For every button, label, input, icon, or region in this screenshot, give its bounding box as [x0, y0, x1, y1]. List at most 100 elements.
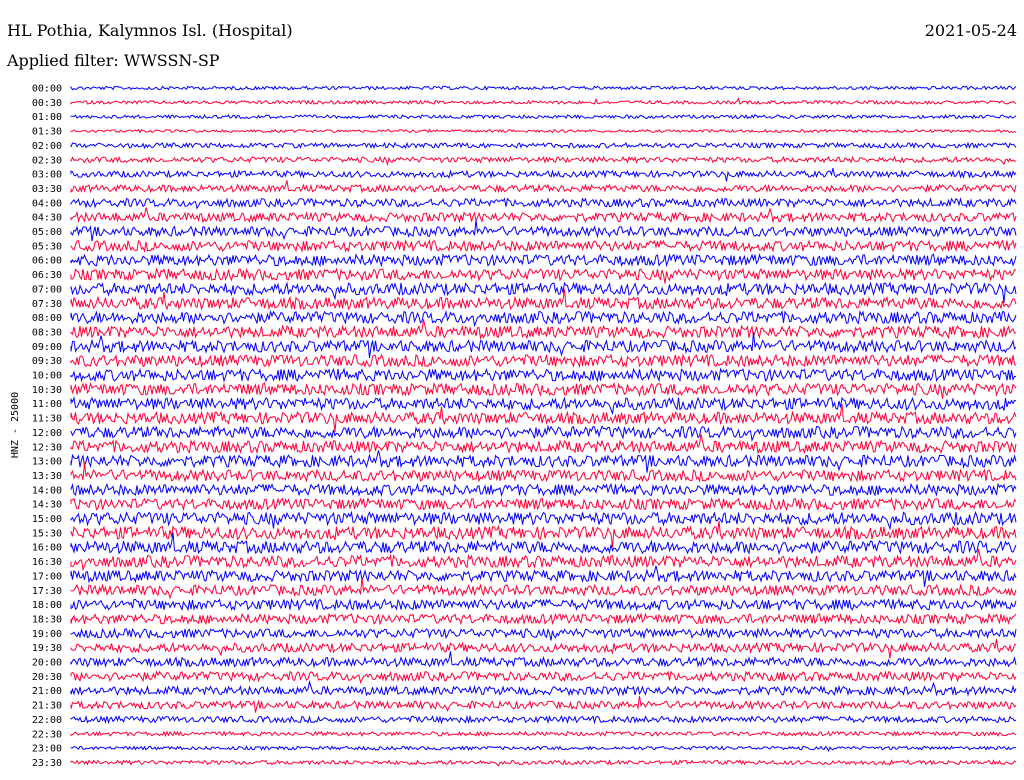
time-tick-label: 23:00 [32, 744, 62, 755]
trace-line [70, 319, 1017, 340]
time-tick-label: 13:30 [32, 471, 62, 482]
trace-line [70, 381, 1017, 399]
trace-line [70, 482, 1017, 498]
time-tick-label: 07:00 [32, 284, 62, 295]
time-tick-label: 15:00 [32, 514, 62, 525]
trace-line [70, 434, 1017, 455]
time-tick-label: 14:00 [32, 485, 62, 496]
time-tick-label: 22:30 [32, 729, 62, 740]
trace-line [70, 510, 1017, 531]
trace-line [70, 627, 1017, 641]
time-tick-label: 21:00 [32, 686, 62, 697]
time-tick-label: 18:00 [32, 600, 62, 611]
time-tick-label: 19:30 [32, 643, 62, 654]
time-tick-label: 00:00 [32, 84, 62, 95]
trace-line [70, 612, 1017, 626]
trace-line [70, 353, 1017, 369]
station-title: HL Pothia, Kalymnos Isl. (Hospital) [7, 21, 293, 40]
time-tick-label: 01:30 [32, 127, 62, 138]
trace-line [70, 520, 1017, 548]
trace-line [70, 577, 1017, 600]
trace-line [70, 128, 1017, 134]
time-tick-label: 18:30 [32, 614, 62, 625]
time-tick-label: 17:00 [32, 571, 62, 582]
time-tick-label: 08:00 [32, 313, 62, 324]
trace-line [70, 450, 1017, 473]
time-tick-label: 13:00 [32, 457, 62, 468]
time-tick-label: 06:30 [32, 270, 62, 281]
trace-line [70, 404, 1017, 433]
filter-label: Applied filter: WWSSN-SP [7, 51, 220, 70]
trace-line [70, 565, 1017, 587]
time-tick-label: 19:00 [32, 629, 62, 640]
time-tick-label: 14:30 [32, 500, 62, 511]
trace-line [70, 496, 1017, 512]
time-tick-label: 08:30 [32, 327, 62, 338]
trace-line [70, 97, 1017, 106]
time-tick-label: 04:00 [32, 198, 62, 209]
time-tick-label: 17:30 [32, 586, 62, 597]
time-tick-label: 11:00 [32, 399, 62, 410]
trace-line [70, 114, 1017, 120]
trace-line [70, 424, 1017, 443]
trace-line [70, 207, 1017, 224]
trace-line [70, 167, 1017, 182]
trace-line [70, 638, 1017, 659]
trace-line [70, 714, 1017, 725]
time-tick-label: 09:30 [32, 356, 62, 367]
trace-line [70, 670, 1017, 684]
trace-line [70, 289, 1017, 311]
trace-line [70, 267, 1017, 284]
date-label: 2021-05-24 [924, 21, 1017, 40]
trace-line [70, 85, 1017, 91]
time-tick-label: 20:00 [32, 658, 62, 669]
time-tick-label: 06:00 [32, 256, 62, 267]
time-tick-label: 07:30 [32, 299, 62, 310]
time-tick-label: 12:30 [32, 442, 62, 453]
trace-line [70, 651, 1017, 669]
time-tick-label: 11:30 [32, 414, 62, 425]
trace-line [70, 197, 1017, 210]
trace-line [70, 155, 1017, 166]
y-axis-label: HNZ - 25000 [10, 392, 21, 458]
trace-line [70, 180, 1017, 194]
time-tick-label: 03:30 [32, 184, 62, 195]
time-tick-label: 16:30 [32, 557, 62, 568]
time-tick-label: 10:30 [32, 385, 62, 396]
time-tick-label: 00:30 [32, 98, 62, 109]
trace-line [70, 597, 1017, 612]
trace-line [70, 281, 1017, 303]
time-tick-label: 01:00 [32, 112, 62, 123]
trace-line [70, 141, 1017, 150]
trace-line [70, 745, 1017, 752]
time-tick-label: 09:00 [32, 342, 62, 353]
time-tick-label: 15:30 [32, 528, 62, 539]
time-tick-label: 05:30 [32, 241, 62, 252]
trace-line [70, 548, 1017, 572]
time-tick-label: 23:30 [32, 758, 62, 769]
trace-line [70, 253, 1017, 268]
trace-line [70, 332, 1017, 358]
trace-line [70, 679, 1017, 697]
time-tick-label: 02:00 [32, 141, 62, 152]
time-tick-label: 22:00 [32, 715, 62, 726]
time-tick-label: 05:00 [32, 227, 62, 238]
time-tick-label: 21:30 [32, 701, 62, 712]
trace-line [70, 532, 1017, 555]
trace-line [70, 695, 1017, 713]
time-tick-label: 12:00 [32, 428, 62, 439]
time-tick-label: 03:00 [32, 170, 62, 181]
trace-line [70, 396, 1017, 416]
time-tick-label: 20:30 [32, 672, 62, 683]
trace-line [70, 219, 1017, 242]
trace-line [70, 758, 1017, 767]
trace-line [70, 730, 1017, 738]
time-tick-label: 10:00 [32, 371, 62, 382]
trace-line [70, 309, 1017, 328]
time-tick-label: 02:30 [32, 155, 62, 166]
trace-line [70, 239, 1017, 253]
trace-line [70, 462, 1017, 483]
trace-line [70, 367, 1017, 383]
time-tick-label: 04:30 [32, 213, 62, 224]
